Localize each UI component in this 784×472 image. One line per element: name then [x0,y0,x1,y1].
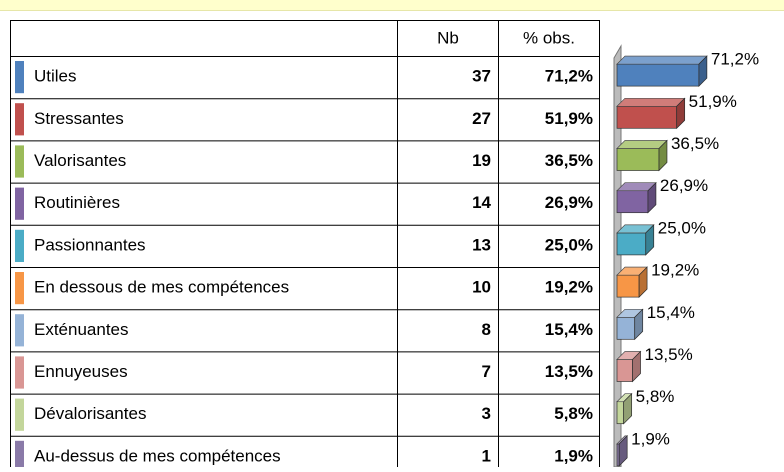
bar-side [618,435,628,467]
percent-cell: 1,9% [554,446,593,465]
bar-top-shade [617,140,667,149]
bar-side [634,308,644,341]
bar [616,316,636,340]
row-label: Routinières [34,193,120,212]
color-swatch [15,356,24,389]
count-cell: 8 [482,320,491,339]
bar-label: 25,0% [658,218,706,237]
percent-cell: 36,5% [545,151,593,170]
bar-side-shade [619,435,628,466]
bar-label: 15,4% [647,303,695,322]
bar-side-shade [647,182,656,213]
bar-side-shade [658,140,667,171]
count-cell: 3 [482,404,491,423]
row-label: Dévalorisantes [34,404,146,423]
bar-top-shade [617,393,632,402]
bar-label: 1,9% [631,429,670,448]
count-cell: 7 [482,362,491,381]
bar-top-shade [617,56,707,65]
bar-label: 51,9% [689,92,737,111]
color-swatch [15,440,24,472]
color-swatch [15,229,24,262]
bar-side-shade [639,267,648,298]
color-swatch [15,398,24,431]
bar-label: 71,2% [711,50,759,69]
bar [616,105,678,129]
bar-side-shade [676,98,685,129]
bar-label: 19,2% [651,261,699,280]
bar-side [676,97,686,130]
bar-side [698,55,708,87]
percent-cell: 26,9% [545,193,593,212]
bar-side [647,181,657,214]
percent-cell: 19,2% [545,278,593,297]
count-cell: 1 [482,446,491,465]
color-swatch [15,145,24,178]
bar [616,274,640,298]
bar-label: 26,9% [660,176,708,195]
bar-side-shade [645,224,654,255]
bar-top-shade [617,182,656,191]
row-label: En dessous de mes compétences [34,278,289,297]
color-swatch [15,187,24,220]
color-swatch [15,61,24,94]
row-label: Passionnantes [34,235,146,254]
bar-side [623,392,633,425]
count-cell: 19 [472,151,491,170]
count-cell: 10 [472,278,491,297]
color-swatch [15,314,24,347]
row-label: Exténuantes [34,320,129,339]
bar-label: 13,5% [645,345,693,364]
percent-cell: 51,9% [545,109,593,128]
bar-side-shade [634,309,643,340]
bar-top-shade [617,351,641,360]
bar-side [638,266,648,298]
bar [616,401,625,425]
bar [616,232,647,256]
bar-label: 5,8% [636,387,675,406]
bar-label: 36,5% [671,134,719,153]
bar-top-shade [617,267,648,276]
color-swatch [15,272,24,305]
bar [616,63,700,87]
row-label: Valorisantes [34,151,126,170]
bar [616,359,633,382]
row-label: Ennuyeuses [34,362,128,381]
percent-cell: 5,8% [554,404,593,423]
bar-side [645,224,655,256]
header-cell: Nb [437,28,459,47]
count-cell: 14 [472,193,491,212]
bar-side-shade [632,351,641,382]
percent-cell: 15,4% [545,320,593,339]
count-cell: 27 [472,109,491,128]
bar-top-shade [617,435,628,444]
row-label: Utiles [34,67,77,86]
count-cell: 13 [472,235,491,254]
table-border [10,20,600,472]
row-label: Stressantes [34,109,124,128]
bar [616,148,660,171]
percent-cell: 25,0% [545,235,593,254]
top-strip [0,0,784,10]
bar-side-shade [623,393,632,424]
bar-top-shade [617,224,654,233]
row-label: Au-dessus de mes compétences [34,446,281,465]
percent-cell: 13,5% [545,362,593,381]
bar-side-shade [698,56,707,87]
bar [616,190,649,214]
count-cell: 37 [472,67,491,86]
percent-cell: 71,2% [545,67,593,86]
header-cell: % obs. [523,28,575,47]
bar-side [632,350,641,383]
color-swatch [15,103,24,136]
bar-side [658,139,668,172]
bar-top-shade [617,98,685,107]
